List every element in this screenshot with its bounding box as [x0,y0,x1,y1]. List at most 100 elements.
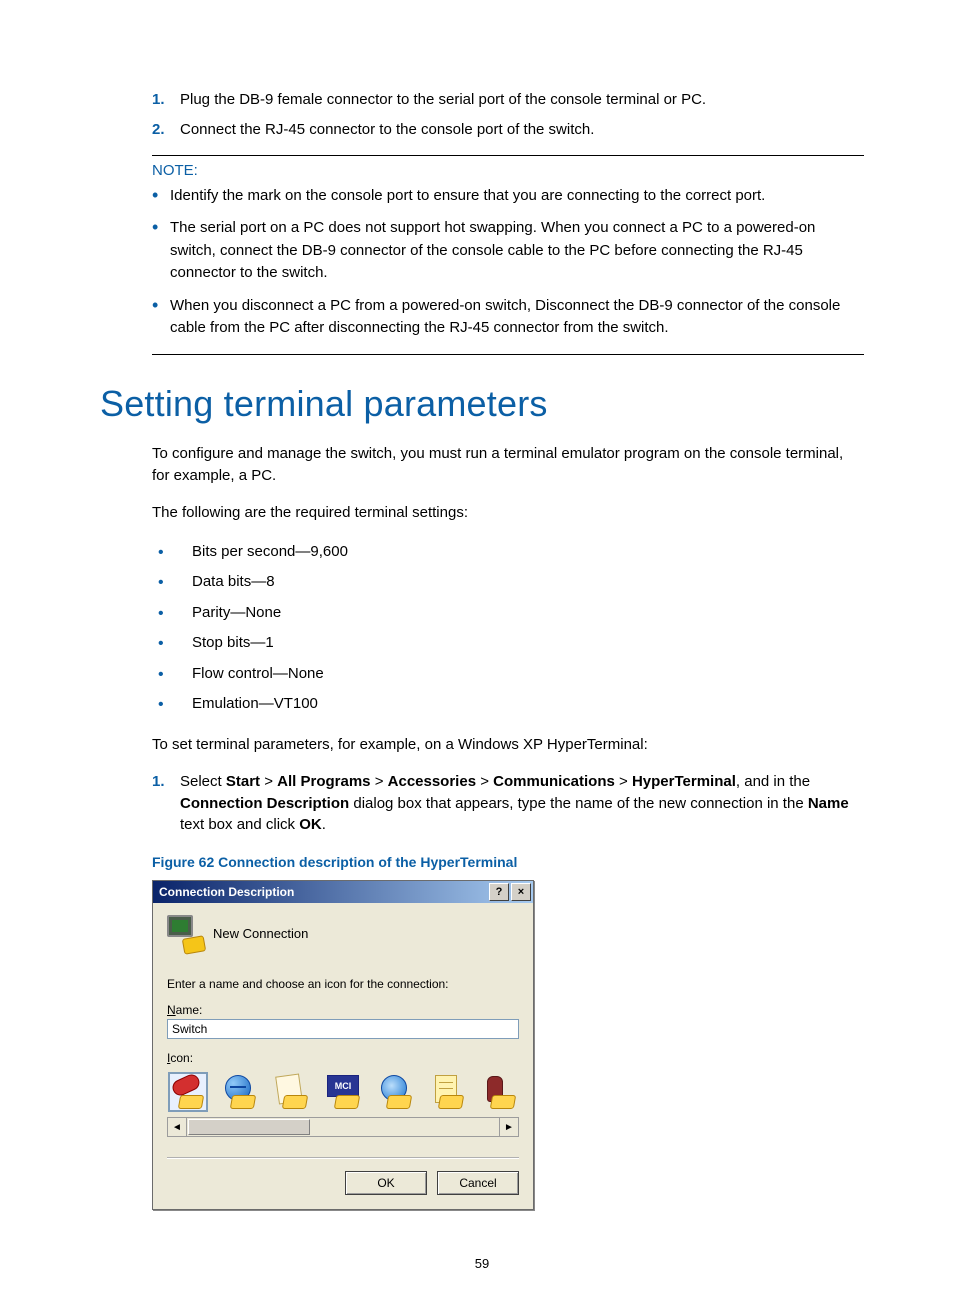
bullet-icon: • [152,295,170,340]
bullet-icon: • [152,185,170,208]
step-item: 1. Select Start > All Programs > Accesso… [152,771,864,836]
scroll-thumb[interactable] [188,1119,310,1135]
bold-text: HyperTerminal [632,773,736,790]
new-connection-label: New Connection [213,926,308,941]
text: text box and click [180,816,299,833]
icon-option-att[interactable] [377,1073,415,1111]
bullet-icon: • [152,690,192,720]
dialog-button-row: OK Cancel [167,1171,519,1195]
divider [152,155,864,156]
bold-text: OK [299,816,322,833]
list-item: •Emulation—VT100 [152,690,864,720]
list-text: Emulation—VT100 [192,690,318,720]
close-button[interactable]: × [511,883,531,901]
list-text: Bits per second—9,600 [192,538,348,568]
horizontal-scrollbar[interactable]: ◄ ► [167,1117,519,1137]
icon-option-last[interactable] [481,1073,519,1111]
list-item: •Data bits—8 [152,568,864,598]
bold-text: All Programs [277,773,370,790]
list-item: •Parity—None [152,599,864,629]
mci-label: MCI [327,1075,359,1097]
icon-field-label: Icon: [167,1051,519,1065]
paragraph: The following are the required terminal … [152,502,864,525]
bullet-icon: • [152,660,192,690]
list-text: Flow control—None [192,660,324,690]
note-text: When you disconnect a PC from a powered-… [170,295,864,340]
icon-option-note[interactable] [273,1073,311,1111]
text: > [260,773,277,790]
text: . [322,816,326,833]
icon-option-globe[interactable] [221,1073,259,1111]
list-text: Data bits—8 [192,568,275,598]
paragraph: To set terminal parameters, for example,… [152,734,864,757]
scroll-right-button[interactable]: ► [499,1118,518,1136]
text: > [476,773,493,790]
dialog-separator [167,1157,519,1159]
new-connection-icon [167,915,203,951]
icon-strip: MCI [167,1069,519,1117]
bold-text: Connection Description [180,795,349,812]
label-rest: ame: [176,1003,203,1017]
divider [152,354,864,355]
note-item: • The serial port on a PC does not suppo… [152,217,864,285]
underline-letter: N [167,1003,176,1017]
note-text: The serial port on a PC does not support… [170,217,864,285]
figure-caption: Figure 62 Connection description of the … [152,854,864,870]
section-heading: Setting terminal parameters [100,383,864,425]
note-label: NOTE: [152,162,864,179]
bullet-icon: • [152,217,170,285]
help-button[interactable]: ? [489,883,509,901]
text: , and in the [736,773,810,790]
step-number: 1. [152,771,180,836]
text: dialog box that appears, type the name o… [349,795,808,812]
paragraph: To configure and manage the switch, you … [152,443,864,488]
note-item: • Identify the mark on the console port … [152,185,864,208]
dialog-instruction: Enter a name and choose an icon for the … [167,977,519,991]
cancel-button[interactable]: Cancel [437,1171,519,1195]
name-field-label: Name: [167,1003,519,1017]
bullet-icon: • [152,568,192,598]
text: Select [180,773,226,790]
step-text: Plug the DB-9 female connector to the se… [180,89,864,111]
name-input[interactable] [167,1019,519,1039]
new-connection-row: New Connection [167,915,519,951]
note-item: • When you disconnect a PC from a powere… [152,295,864,340]
list-item: •Stop bits—1 [152,629,864,659]
dialog-titlebar: Connection Description ? × [153,881,533,903]
icon-picker: MCI ◄ ► [167,1069,519,1137]
document-page: 1. Plug the DB-9 female connector to the… [0,0,954,1311]
step-text: Connect the RJ-45 connector to the conso… [180,119,864,141]
bold-text: Name [808,795,849,812]
bullet-icon: • [152,599,192,629]
scroll-track[interactable] [311,1118,499,1136]
label-rest: con: [170,1051,193,1065]
bold-text: Accessories [388,773,476,790]
step-number: 2. [152,119,180,141]
dialog-body: New Connection Enter a name and choose a… [153,903,533,1209]
step-text: Select Start > All Programs > Accessorie… [180,771,864,836]
note-text: Identify the mark on the console port to… [170,185,864,208]
text: > [615,773,632,790]
dialog-title: Connection Description [159,885,487,899]
ok-button[interactable]: OK [345,1171,427,1195]
list-text: Stop bits—1 [192,629,274,659]
settings-list: •Bits per second—9,600 •Data bits—8 •Par… [152,538,864,720]
bullet-icon: • [152,538,192,568]
scroll-left-button[interactable]: ◄ [168,1118,187,1136]
bullet-icon: • [152,629,192,659]
list-text: Parity—None [192,599,281,629]
icon-option-mci[interactable]: MCI [325,1073,363,1111]
bold-text: Start [226,773,260,790]
note-list: • Identify the mark on the console port … [152,185,864,340]
step-item: 2. Connect the RJ-45 connector to the co… [152,119,864,141]
list-item: •Bits per second—9,600 [152,538,864,568]
step-number: 1. [152,89,180,111]
list-item: •Flow control—None [152,660,864,690]
icon-option-sheet[interactable] [429,1073,467,1111]
connection-description-dialog: Connection Description ? × New Connectio… [152,880,534,1210]
page-number: 59 [100,1256,864,1271]
icon-option-redphone[interactable] [169,1073,207,1111]
text: > [371,773,388,790]
step-item: 1. Plug the DB-9 female connector to the… [152,89,864,111]
bold-text: Communications [493,773,615,790]
